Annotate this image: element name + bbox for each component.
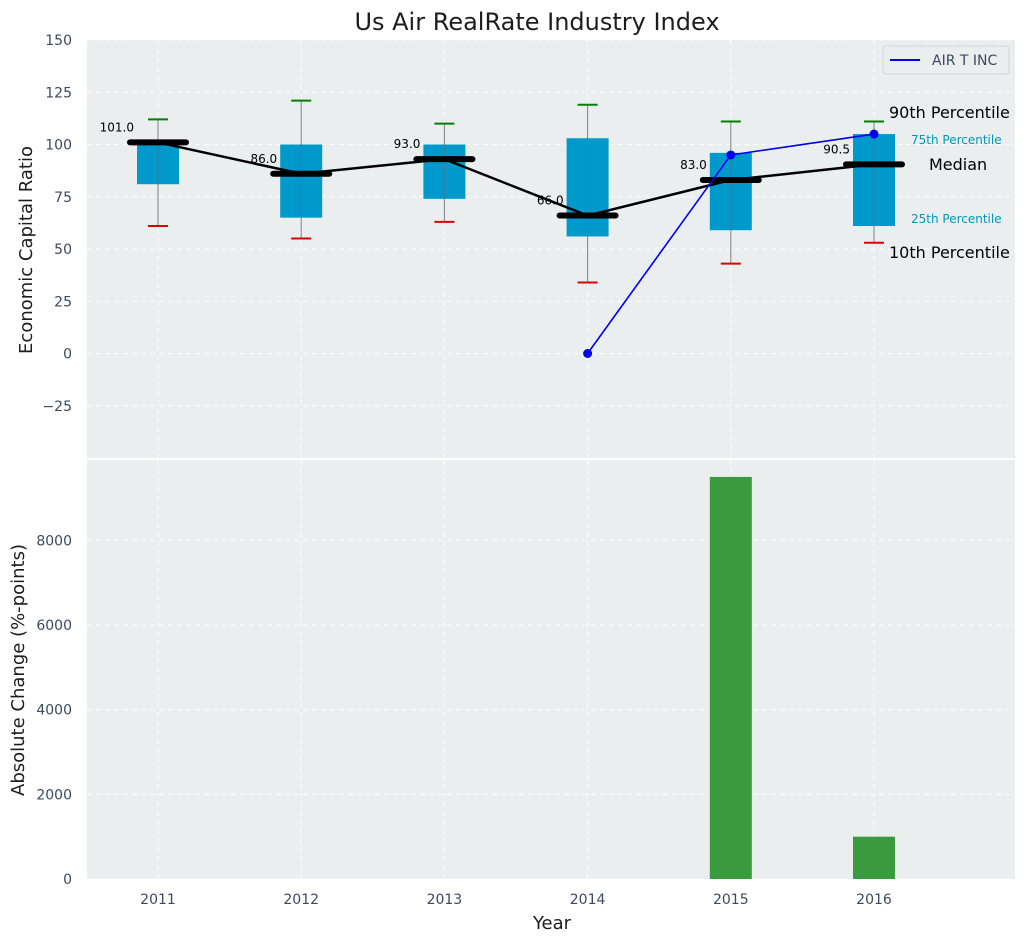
top-y-tick-label: 50: [54, 242, 72, 258]
box-2015: 83.0: [680, 120, 762, 265]
median-trend-line: [157, 141, 875, 217]
series-point-air-t-inc: [726, 150, 736, 160]
x-tick-label: 2016: [856, 892, 892, 908]
x-tick-label: 2012: [283, 892, 319, 908]
top-y-tick-label: 0: [63, 347, 72, 363]
box-2013: 93.0: [394, 122, 476, 223]
top-y-tick-label: 75: [54, 190, 72, 206]
bottom-y-ticks: 0 2000 4000 6000 8000: [36, 533, 72, 888]
bar-group: [709, 476, 895, 879]
top-y-axis-title: Economic Capital Ratio: [16, 146, 37, 354]
top-y-tick-label: 150: [45, 33, 72, 49]
median-value-label: 86.0: [250, 152, 277, 166]
annotation-p10: 10th Percentile: [889, 243, 1010, 262]
top-y-tick-label: 25: [54, 294, 72, 310]
annotation-p25: 25th Percentile: [911, 212, 1002, 226]
box-plot-group: 101.0 86.0 93.0 66.0 83.0 90.5: [100, 99, 905, 284]
bottom-y-tick-label: 8000: [36, 533, 72, 549]
top-y-tick-label: 100: [45, 138, 72, 154]
x-ticks: 2011 2012 2013 2014 2015 2016: [140, 892, 892, 908]
annotation-median: Median: [929, 155, 987, 174]
median-value-label: 93.0: [394, 137, 421, 151]
top-y-tick-label: −25: [42, 399, 72, 415]
bottom-y-axis-title: Absolute Change (%-points): [8, 544, 29, 796]
company-series-group: [583, 129, 879, 358]
x-tick-label: 2014: [570, 892, 606, 908]
median-trend-group: [157, 141, 875, 217]
top-grid: [87, 39, 1015, 458]
x-tick-label: 2015: [713, 892, 749, 908]
median-value-label: 90.5: [823, 142, 850, 156]
chart-title: Us Air RealRate Industry Index: [354, 8, 719, 36]
bottom-y-tick-label: 2000: [36, 787, 72, 803]
x-axis-title: Year: [532, 913, 572, 934]
median-value-label: 83.0: [680, 158, 707, 172]
bottom-plot-area: [87, 460, 1015, 879]
legend: AIR T INC: [882, 45, 1010, 75]
bar-2015: [709, 476, 752, 879]
annotation-p75: 75th Percentile: [911, 133, 1002, 147]
box-2012: 86.0: [250, 99, 333, 240]
bar-2016: [853, 836, 895, 879]
top-y-tick-label: 125: [45, 85, 72, 101]
legend-label-air-t-inc: AIR T INC: [932, 53, 997, 69]
bottom-y-tick-label: 4000: [36, 703, 72, 719]
top-y-ticks: 150 125 100 75 50 25 0 −25: [42, 33, 72, 415]
box-2014: 66.0: [537, 103, 619, 284]
median-value-label: 101.0: [100, 120, 134, 134]
legend-box: [882, 45, 1010, 75]
x-tick-label: 2013: [427, 892, 463, 908]
annotation-p90: 90th Percentile: [889, 103, 1010, 122]
series-point-air-t-inc: [869, 129, 879, 139]
bottom-y-tick-label: 6000: [36, 618, 72, 634]
series-point-air-t-inc: [583, 349, 593, 358]
x-tick-label: 2011: [140, 892, 176, 908]
bottom-y-tick-label: 0: [63, 872, 72, 888]
